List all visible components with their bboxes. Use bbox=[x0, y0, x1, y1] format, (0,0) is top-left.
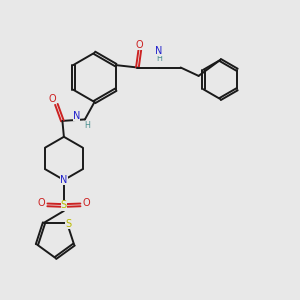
Text: N: N bbox=[73, 111, 80, 121]
Text: H: H bbox=[156, 54, 162, 63]
Text: N: N bbox=[60, 175, 68, 185]
Text: N: N bbox=[155, 46, 163, 56]
Text: O: O bbox=[38, 198, 45, 208]
Text: S: S bbox=[61, 200, 67, 211]
Text: O: O bbox=[82, 198, 90, 208]
Text: H: H bbox=[84, 122, 90, 130]
Text: S: S bbox=[65, 219, 71, 229]
Text: O: O bbox=[136, 40, 144, 50]
Text: O: O bbox=[48, 94, 56, 104]
